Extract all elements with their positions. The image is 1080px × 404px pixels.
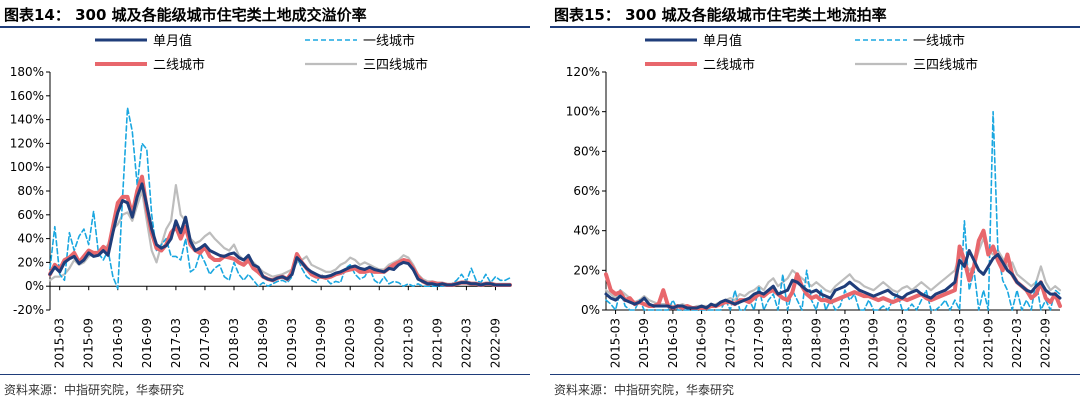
y-tick-label: 140% [10, 113, 44, 127]
x-tick-label: 2018-09 [256, 318, 270, 368]
x-tick-label: 2016-03 [111, 318, 125, 368]
legend-label: 单月值 [703, 33, 742, 49]
legend-label: 单月值 [153, 33, 192, 49]
x-tick-label: 2017-09 [198, 318, 212, 368]
series-line-0 [604, 249, 1062, 310]
legend-label: 二线城市 [703, 57, 755, 73]
legend-label: 一线城市 [363, 33, 415, 49]
x-tick-label: 2020-03 [343, 318, 357, 368]
x-tick-label: 2019-03 [838, 318, 852, 368]
y-tick-label: 100% [566, 105, 600, 119]
x-tick-label: 2021-09 [981, 318, 995, 368]
x-tick-label: 2017-03 [723, 318, 737, 368]
x-tick-label: 2017-03 [169, 318, 183, 368]
source-note: 资料来源：中指研究院，华泰研究 [4, 383, 185, 397]
y-tick-label: 20% [573, 263, 600, 277]
x-tick-label: 2021-03 [953, 318, 967, 368]
series-line-0 [48, 182, 512, 287]
series-line-1 [605, 110, 1061, 311]
y-tick-label: 80% [573, 144, 600, 158]
x-tick-label: 2021-03 [401, 318, 415, 368]
x-tick-label: 2017-09 [752, 318, 766, 368]
y-tick-label: 40% [17, 232, 44, 246]
x-tick-label: 2015-09 [82, 318, 96, 368]
y-tick-label: 120% [10, 136, 44, 150]
x-tick-label: 2016-09 [695, 318, 709, 368]
x-tick-label: 2019-09 [314, 318, 328, 368]
y-tick-label: 60% [573, 184, 600, 198]
x-tick-label: 2015-03 [53, 318, 67, 368]
premium-rate-line-chart: -20% 0% 20% 40% 60% 80% 100% 120% 140% 160% 180% 20… [10, 33, 512, 368]
y-tick-label: 0% [581, 303, 600, 317]
chart-title: 图表14： 300 城及各能级城市住宅类土地成交溢价率 [4, 6, 367, 24]
series-line-2 [48, 174, 512, 287]
x-tick-label: 2018-03 [227, 318, 241, 368]
chart-panel-premium-rate: 图表14： 300 城及各能级城市住宅类土地成交溢价率 -20% 0% 20% 40%… [0, 0, 530, 404]
title-divider [550, 26, 1080, 28]
y-tick-label: 40% [573, 224, 600, 238]
legend-label: 一线城市 [913, 33, 965, 49]
x-tick-label: 2016-09 [140, 318, 154, 368]
series-line-1 [49, 106, 511, 290]
x-tick-label: 2020-03 [895, 318, 909, 368]
x-tick-label: 2022-09 [488, 318, 502, 368]
x-tick-label: 2018-03 [781, 318, 795, 368]
x-tick-label: 2022-03 [459, 318, 473, 368]
y-tick-label: 100% [10, 160, 44, 174]
x-tick-label: 2016-03 [666, 318, 680, 368]
title-divider [0, 26, 530, 28]
source-note: 资料来源：中指研究院，华泰研究 [554, 383, 735, 397]
legend-label: 二线城市 [153, 57, 205, 73]
x-tick-label: 2020-09 [372, 318, 386, 368]
y-tick-label: 120% [566, 65, 600, 79]
x-tick-label: 2015-03 [609, 318, 623, 368]
failed-auction-rate-line-chart: 0% 20% 40% 60% 80% 100% 120% 2015-03 2015-09 2016… [566, 33, 1062, 368]
series-line-2 [604, 228, 1062, 310]
y-tick-label: 180% [10, 65, 44, 79]
y-tick-label: 0% [25, 279, 44, 293]
y-tick-label: 20% [17, 255, 44, 269]
source-divider [0, 374, 530, 375]
y-tick-label: 160% [10, 89, 44, 103]
source-divider [550, 374, 1080, 375]
y-tick-label: 80% [17, 184, 44, 198]
y-tick-label: 60% [17, 208, 44, 222]
chart-title: 图表15： 300 城及各能级城市住宅类土地流拍率 [554, 6, 887, 24]
x-tick-label: 2021-09 [430, 318, 444, 368]
x-tick-label: 2019-09 [867, 318, 881, 368]
legend-label: 三四线城市 [913, 57, 978, 73]
x-tick-label: 2015-09 [637, 318, 651, 368]
x-tick-label: 2022-09 [1039, 318, 1053, 368]
x-tick-label: 2022-03 [1010, 318, 1024, 368]
x-tick-label: 2020-09 [924, 318, 938, 368]
y-tick-label: -20% [13, 303, 44, 317]
x-tick-label: 2019-03 [285, 318, 299, 368]
chart-panel-failed-auction-rate: 图表15： 300 城及各能级城市住宅类土地流拍率 0% 20% 40% 60% 80%… [550, 0, 1080, 404]
legend-label: 三四线城市 [363, 57, 428, 73]
x-tick-label: 2018-09 [809, 318, 823, 368]
